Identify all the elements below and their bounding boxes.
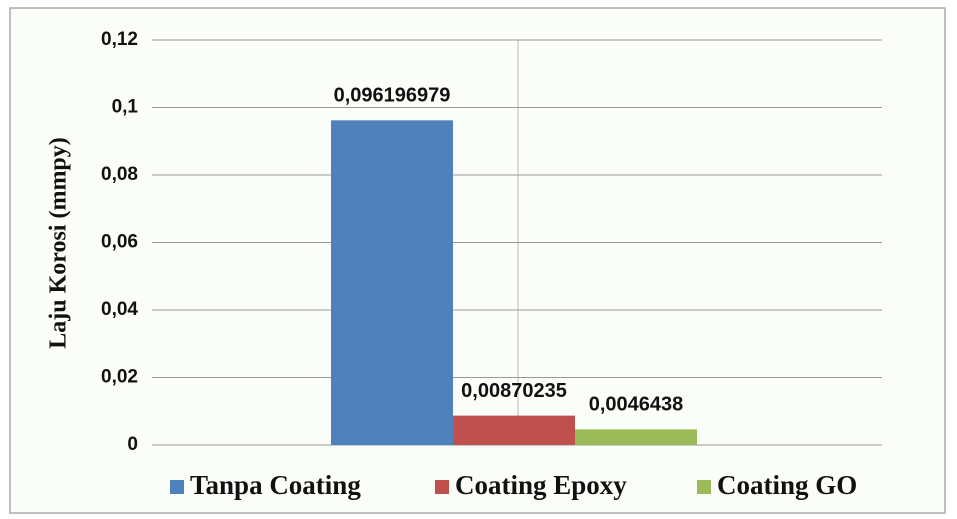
y-tick-label: 0,08	[101, 164, 138, 185]
value-label: 0,0046438	[589, 394, 684, 416]
bar	[453, 415, 575, 445]
y-tick-label: 0,04	[101, 299, 138, 320]
value-label: 0,096196979	[334, 85, 451, 107]
legend-label: Tanpa Coating	[190, 470, 361, 500]
legend-swatch	[697, 480, 711, 494]
y-tick-label: 0,06	[101, 232, 138, 253]
y-tick-label: 0	[127, 434, 138, 455]
legend-label: Coating Epoxy	[455, 470, 627, 500]
bar	[575, 429, 697, 445]
y-axis-title: Laju Korosi (mmpy)	[46, 137, 72, 349]
y-tick-label: 0,1	[112, 97, 139, 118]
y-tick-label: 0,12	[101, 29, 138, 50]
y-tick-label: 0,02	[101, 367, 138, 388]
bar	[331, 120, 453, 445]
legend-swatch	[170, 480, 184, 494]
value-label: 0,00870235	[461, 380, 567, 402]
legend-swatch	[435, 480, 449, 494]
legend-label: Coating GO	[717, 470, 857, 500]
